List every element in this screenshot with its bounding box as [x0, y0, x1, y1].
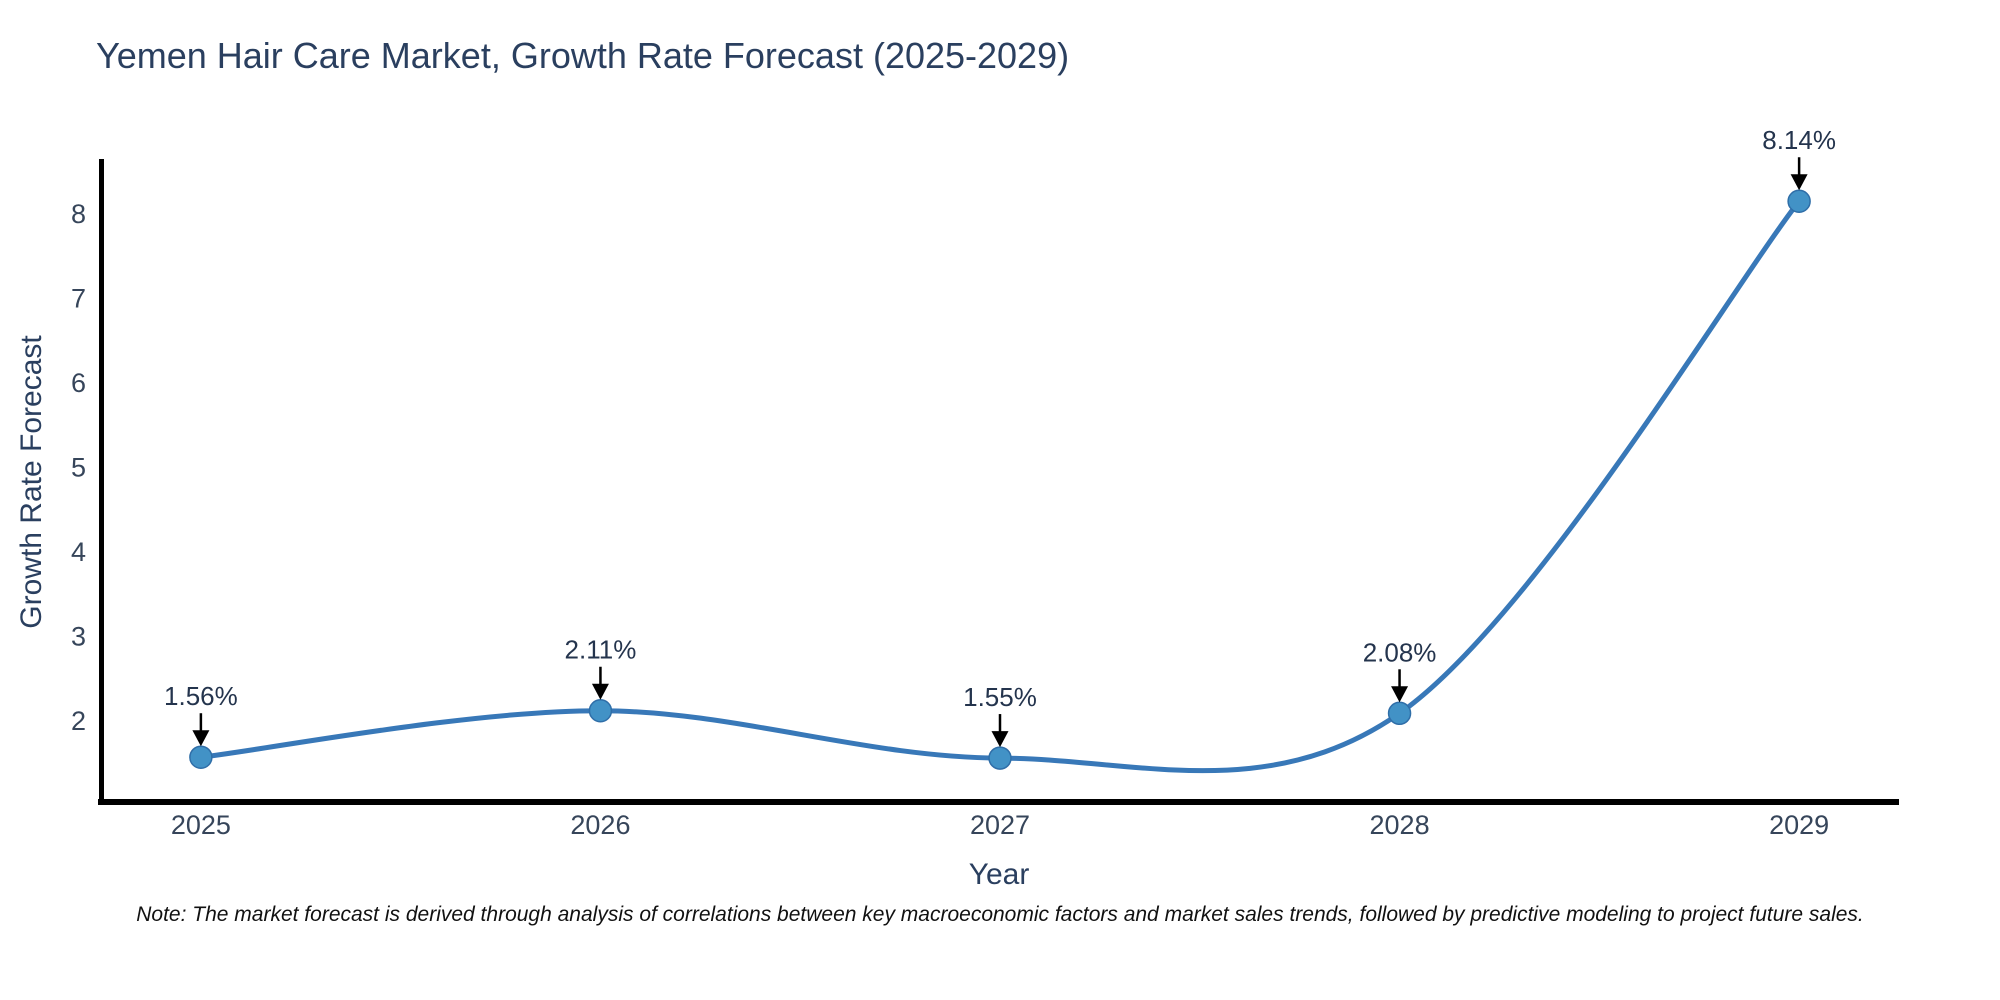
x-tick-label-2025: 2025 [171, 810, 231, 840]
annotation-arrowhead-icon [1790, 174, 1808, 191]
data-point-2026 [588, 698, 613, 723]
annotation-label-2029: 8.14% [1762, 125, 1836, 155]
y-tick-label-2: 2 [71, 706, 86, 736]
annotation-arrowhead-icon [1391, 686, 1409, 703]
annotation-arrowhead-icon [991, 731, 1009, 748]
annotation-arrowhead-icon [591, 683, 609, 700]
data-point-2025 [189, 745, 213, 769]
y-axis-title: Growth Rate Forecast [15, 335, 48, 629]
annotation-label-2026: 2.11% [565, 635, 637, 665]
y-tick-label-6: 6 [71, 368, 86, 398]
forecast-spline-line [198, 198, 1802, 774]
x-tick-label-2026: 2026 [570, 810, 630, 840]
x-axis-title: Year [968, 858, 1030, 891]
data-point-2028 [1387, 701, 1412, 726]
y-tick-label-4: 4 [71, 537, 86, 567]
x-tick-label-2028: 2028 [1370, 810, 1430, 840]
data-point-2029 [1787, 189, 1811, 213]
chart-title: Yemen Hair Care Market, Growth Rate Fore… [96, 35, 1070, 76]
y-tick-label-8: 8 [71, 199, 86, 229]
annotation-arrowhead-icon [192, 730, 210, 747]
y-tick-label-7: 7 [71, 284, 86, 314]
annotation-label-2025: 1.56% [164, 681, 238, 711]
x-tick-label-2029: 2029 [1769, 810, 1829, 840]
annotation-label-2028: 2.08% [1363, 637, 1437, 667]
y-tick-label-3: 3 [71, 622, 86, 652]
x-tick-label-2027: 2027 [970, 810, 1030, 840]
annotation-label-2027: 1.55% [963, 682, 1037, 712]
data-point-2027 [988, 746, 1012, 770]
y-tick-label-5: 5 [71, 453, 86, 483]
footnote: Note: The market forecast is derived thr… [136, 903, 1864, 926]
